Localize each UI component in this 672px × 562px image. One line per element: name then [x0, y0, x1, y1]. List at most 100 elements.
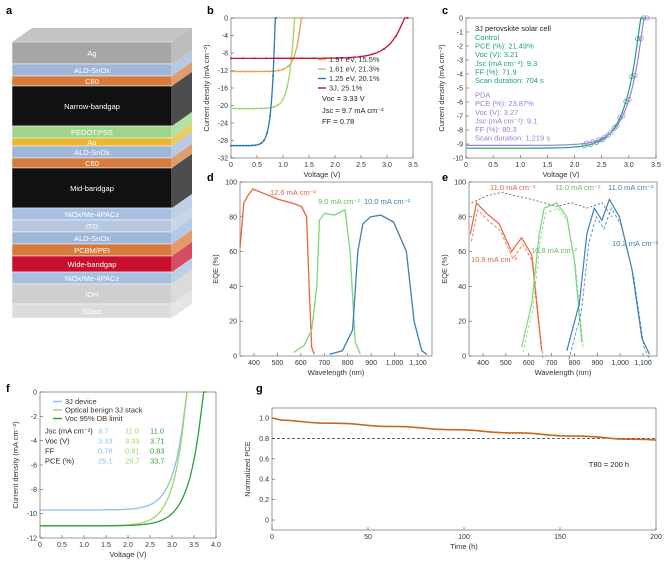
stack-layer-label: ALD-SnOx: [74, 148, 110, 157]
stack-layer-label: Mid-bandgap: [70, 184, 114, 193]
x-tick-label: 50: [364, 534, 372, 541]
eqe-top-cell: [239, 188, 315, 355]
x-axis-label: Voltage (V): [542, 170, 580, 179]
y-tick-label: 40: [229, 284, 237, 291]
chart-title: 3J perovskite solar cell: [475, 24, 551, 33]
series-marker: [590, 139, 596, 145]
series-marker: [300, 57, 303, 60]
stack-layer-side: [172, 206, 192, 232]
y-tick-label: 20: [458, 319, 466, 326]
series-marker: [614, 123, 620, 129]
current-label: 10.2 mA cm⁻²: [612, 239, 659, 248]
series-marker: [245, 144, 248, 147]
series-marker: [394, 35, 397, 38]
x-tick-label: 3.0: [382, 162, 392, 169]
y-tick-label: -8: [31, 487, 37, 494]
series-marker: [238, 107, 241, 110]
x-tick-label: 1,100: [634, 360, 652, 367]
y-tick-label: -7: [457, 114, 463, 121]
series-marker: [301, 17, 304, 19]
series-marker: [596, 137, 602, 143]
series-marker: [638, 35, 644, 42]
y-axis-label: EQE (%): [440, 254, 449, 284]
annotation: T80 = 200 h: [589, 460, 629, 469]
series-marker: [584, 140, 590, 146]
y-tick-label: 0: [265, 518, 269, 525]
y-tick-label: -28: [218, 138, 228, 145]
series-marker: [286, 86, 289, 89]
series-marker: [230, 144, 232, 147]
panel-label-c: c: [442, 5, 448, 17]
series-line-2: [40, 391, 207, 527]
series-marker: [272, 74, 275, 77]
table-cell: 0.81: [125, 447, 140, 456]
x-tick-label: 1.5: [101, 542, 111, 549]
stack-layer-side: [172, 112, 192, 138]
x-tick-label: 1,000: [611, 360, 629, 367]
y-tick-label: 0.2: [259, 497, 269, 504]
x-tick-label: 2.5: [356, 162, 366, 169]
legend-entry: 1.25 eV, 20.1%: [329, 74, 380, 83]
pce-stability-line: [271, 417, 657, 441]
series-marker: [275, 17, 278, 19]
series-marker: [258, 70, 261, 73]
series-marker: [620, 112, 626, 119]
x-tick-label: 0.5: [57, 542, 67, 549]
series-marker: [265, 57, 268, 60]
table-cell: 0.83: [150, 447, 165, 456]
y-tick-label: -4: [457, 72, 463, 79]
series-marker: [260, 142, 263, 145]
stack-layer: [11, 167, 173, 209]
stack-layer-side: [172, 218, 192, 244]
stack-layer-side: [172, 270, 192, 304]
table-cell: 3.33: [125, 437, 140, 446]
series-marker: [251, 107, 254, 110]
series-marker: [383, 47, 386, 50]
series-marker: [287, 65, 290, 68]
annotation: Jsc = 9.7 mA cm⁻²: [322, 106, 384, 115]
series-marker: [282, 68, 285, 71]
plot-frame: [271, 407, 657, 531]
plot-frame: [468, 181, 658, 357]
y-tick-label: -8: [457, 128, 463, 135]
stack-layer-side: [172, 144, 192, 168]
series-marker: [359, 55, 362, 58]
table-cell: 25.1: [98, 457, 113, 466]
legend-entry: 1.61 eV, 21.3%: [329, 65, 380, 74]
y-tick-label: 100: [225, 180, 237, 187]
annotation: FF = 0.78: [322, 117, 354, 126]
series-line-1: [466, 17, 648, 146]
x-tick-label: 3.0: [167, 542, 177, 549]
series-stat: PCE (%): 23.87%: [475, 99, 534, 108]
series-marker: [241, 57, 244, 60]
y-tick-label: -9: [457, 142, 463, 149]
series-stat: Scan duration: 704 s: [475, 76, 544, 85]
series-marker: [257, 143, 260, 146]
current-label: 11.0 mA cm⁻²: [555, 183, 601, 192]
x-axis-label: Voltage (V): [303, 170, 341, 179]
series-marker: [255, 107, 258, 110]
chart-d: 400 500 600 700 800 900 1,000 1,100 0 20 40 60 80 100…: [211, 180, 433, 377]
series-marker: [288, 57, 291, 60]
x-tick-label: 0.5: [488, 162, 498, 169]
y-axis-label: Current density (mA cm⁻²): [202, 44, 211, 132]
series-marker: [251, 144, 254, 147]
series-marker: [239, 70, 242, 73]
x-tick-label: 700: [318, 360, 330, 367]
stack-layer-side: [172, 72, 192, 126]
y-tick-label: -5: [457, 86, 463, 93]
series-marker: [263, 70, 266, 73]
x-tick-label: 400: [248, 360, 260, 367]
stack-layer-label: C60: [85, 159, 99, 168]
table-row-label: FF: [45, 447, 55, 456]
x-axis-label: Wavelength (nm): [535, 368, 592, 377]
series-stat: FF (%): 71.9: [475, 67, 517, 76]
chart-c: 0 0.5 1.0 1.5 2.0 2.5 3.0 3.5 0 -1 -2 -3 -4 -5 -6 -7 -8 -…: [437, 15, 661, 179]
series-marker: [266, 131, 269, 134]
legend-entry: 3J device: [65, 397, 97, 406]
eqe-middle-cell-alt: [522, 207, 584, 353]
eqe-bottom-cell: [329, 214, 428, 355]
series-line-2: [231, 17, 277, 147]
legend-entry: 1.97 eV, 15.5%: [329, 55, 380, 64]
stack-layer-side: [172, 132, 192, 158]
